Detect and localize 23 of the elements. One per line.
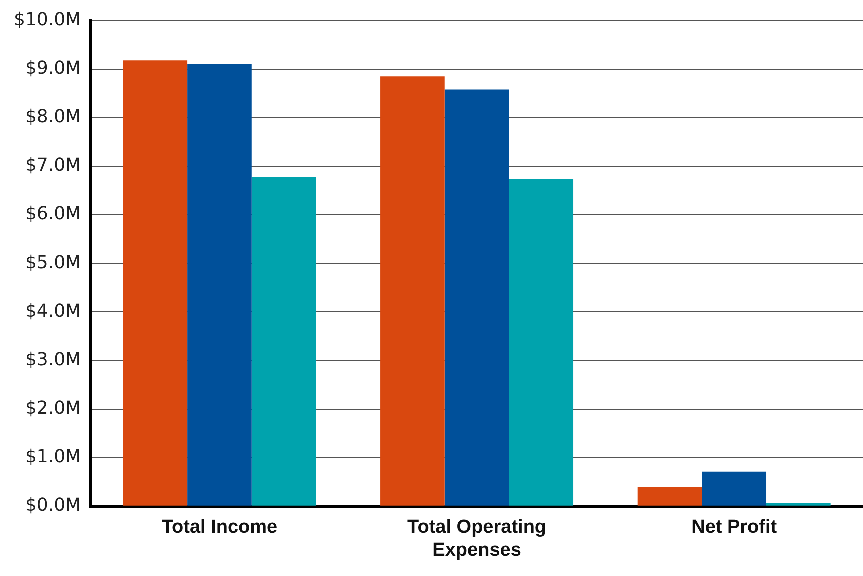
x-tick-label: Total Income (162, 517, 278, 538)
bar (380, 76, 445, 506)
bar (638, 486, 702, 506)
y-tick-label: $7.0M (25, 155, 82, 176)
y-tick-label: $2.0M (25, 398, 82, 419)
y-tick-label: $1.0M (25, 446, 82, 468)
y-tick-label: $5.0M (25, 252, 82, 274)
y-tick-label: $3.0M (25, 349, 82, 370)
bar (766, 503, 831, 506)
bar (188, 64, 252, 506)
x-tick-label: Total Operating Expenses (408, 517, 547, 561)
bar (702, 472, 767, 506)
bar (444, 90, 510, 506)
y-tick-label: $0.0M (25, 495, 82, 516)
bar (252, 177, 316, 506)
y-tick-label: $6.0M (25, 204, 82, 225)
bar (123, 60, 188, 506)
y-tick-label: $4.0M (25, 300, 82, 322)
y-tick-label: $8.0M (25, 106, 82, 128)
x-tick-label: Net Profit (692, 517, 778, 538)
y-tick-label: $9.0M (25, 58, 82, 80)
y-tick-label: $10.0M (14, 9, 82, 30)
bar (509, 179, 574, 506)
